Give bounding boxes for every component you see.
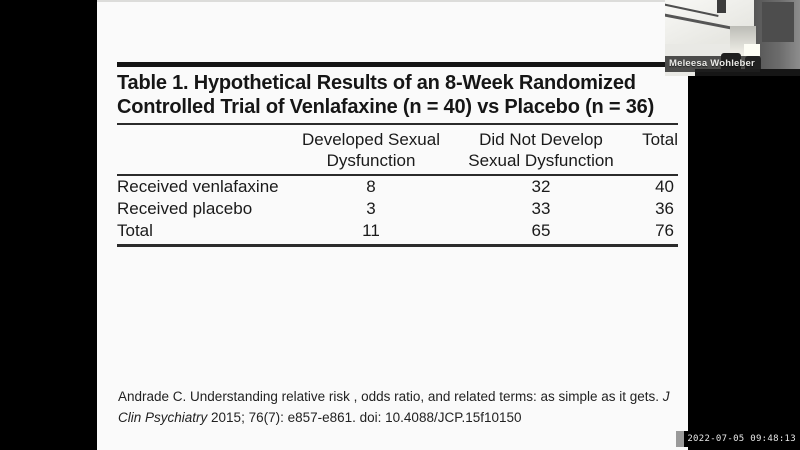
table-row: Received placebo 3 33 36 [117, 199, 674, 218]
table-bottom-border [117, 244, 678, 247]
table-rule-under-header [117, 174, 678, 176]
header-not-developed: Did Not Develop Sexual Dysfunction [468, 130, 614, 170]
table-title-line-1: Table 1. Hypothetical Results of an 8-We… [117, 72, 636, 94]
table-rule-under-title [117, 123, 678, 125]
timestamp-text: 2022-07-05 09:48:13 [687, 434, 796, 444]
citation-text: Andrade C. Understanding relative risk ,… [118, 387, 670, 428]
recording-timestamp: 2022-07-05 09:48:13 [676, 431, 796, 447]
table-top-border [117, 62, 678, 67]
table-title: Table 1. Hypothetical Results of an 8-We… [117, 71, 678, 119]
webcam-ceiling-fixture [717, 0, 726, 13]
table-body: Received venlafaxine 8 32 40 Received pl… [117, 176, 678, 242]
header-row-label-spacer [117, 129, 285, 171]
table-row: Total 11 65 76 [117, 221, 674, 240]
table-title-line-2: Controlled Trial of Venlafaxine (n = 40)… [117, 96, 655, 118]
citation-line-2: Clin Psychiatry 2015; 76(7): e857-e861. … [118, 409, 522, 425]
table-header-row: Developed Sexual Dysfunction Did Not Dev… [117, 125, 678, 174]
citation-line-1: Andrade C. Understanding relative risk ,… [118, 389, 670, 404]
header-total: Total [642, 130, 678, 149]
participant-video-tile: Meleesa Wohleber [665, 0, 800, 76]
shared-slide-area: Table 1. Hypothetical Results of an 8-We… [97, 0, 688, 450]
table-row: Received venlafaxine 8 32 40 [117, 177, 674, 196]
header-developed: Developed Sexual Dysfunction [302, 130, 440, 170]
webcam-wall-panel-dark [762, 2, 794, 42]
timestamp-marker-icon [676, 431, 685, 447]
participant-name-label: Meleesa Wohleber [665, 56, 760, 72]
results-table-figure: Table 1. Hypothetical Results of an 8-We… [117, 62, 678, 247]
webcam-desk [695, 69, 800, 76]
